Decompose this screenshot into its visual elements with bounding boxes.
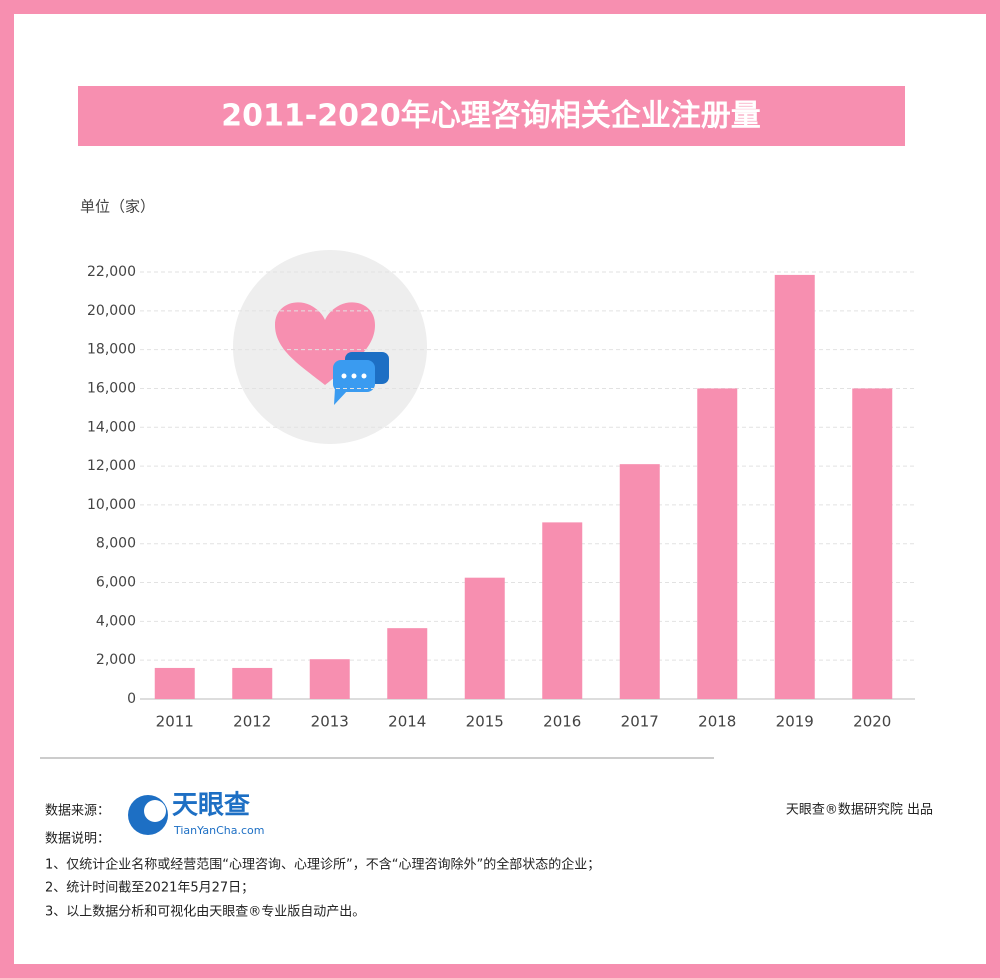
y-tick-label: 18,000 [87,342,136,358]
y-tick-label: 20,000 [87,303,136,319]
logo-url: TianYanCha.com [173,824,264,837]
x-tick-label: 2017 [621,713,659,731]
y-tick-label: 4,000 [96,613,136,629]
bar [154,667,195,699]
bar [232,667,273,699]
x-tick-label: 2013 [311,713,349,731]
y-tick-label: 16,000 [87,380,136,396]
logo-name: 天眼查 [172,791,250,821]
x-tick-label: 2011 [156,713,194,731]
bar [619,464,660,699]
note: 2、统计时间截至2021年5月27日； [45,881,254,896]
icon [233,250,427,444]
y-tick-label: 6,000 [96,575,136,591]
unit-label: 单位（家） [80,198,155,216]
source-label: 数据来源： [45,804,110,819]
bar [774,274,815,699]
bar [852,388,893,699]
notes-label: 数据说明： [45,832,110,847]
y-tick-label: 2,000 [96,652,136,668]
x-tick-label: 2012 [233,713,271,731]
chart-title: 2011-2020年心理咨询相关企业注册量 [221,99,760,134]
x-tick-label: 2014 [388,713,426,731]
bar [309,659,350,699]
y-tick-label: 14,000 [87,419,136,435]
note: 3、以上数据分析和可视化由天眼查®专业版自动产出。 [45,905,365,920]
x-tick-label: 2020 [853,713,891,731]
logo: 天眼查 TianYanCha.com [128,791,264,837]
bar [697,388,738,699]
bar [387,628,428,699]
bar [542,522,583,699]
producer: 天眼查®数据研究院 出品 [786,803,933,818]
x-tick-label: 2019 [776,713,814,731]
y-tick-label: 10,000 [87,497,136,513]
y-tick-label: 22,000 [87,264,136,280]
x-tick-label: 2016 [543,713,581,731]
x-tick-label: 2018 [698,713,736,731]
note: 1、仅统计企业名称或经营范围“心理咨询、心理诊所”，不含“心理咨询除外”的全部状… [45,857,600,873]
y-tick-label: 12,000 [87,458,136,474]
x-tick-label: 2015 [466,713,504,731]
y-tick-label: 8,000 [96,536,136,552]
title-banner [78,86,905,146]
bar [464,577,505,699]
y-tick-label: 0 [127,691,136,707]
